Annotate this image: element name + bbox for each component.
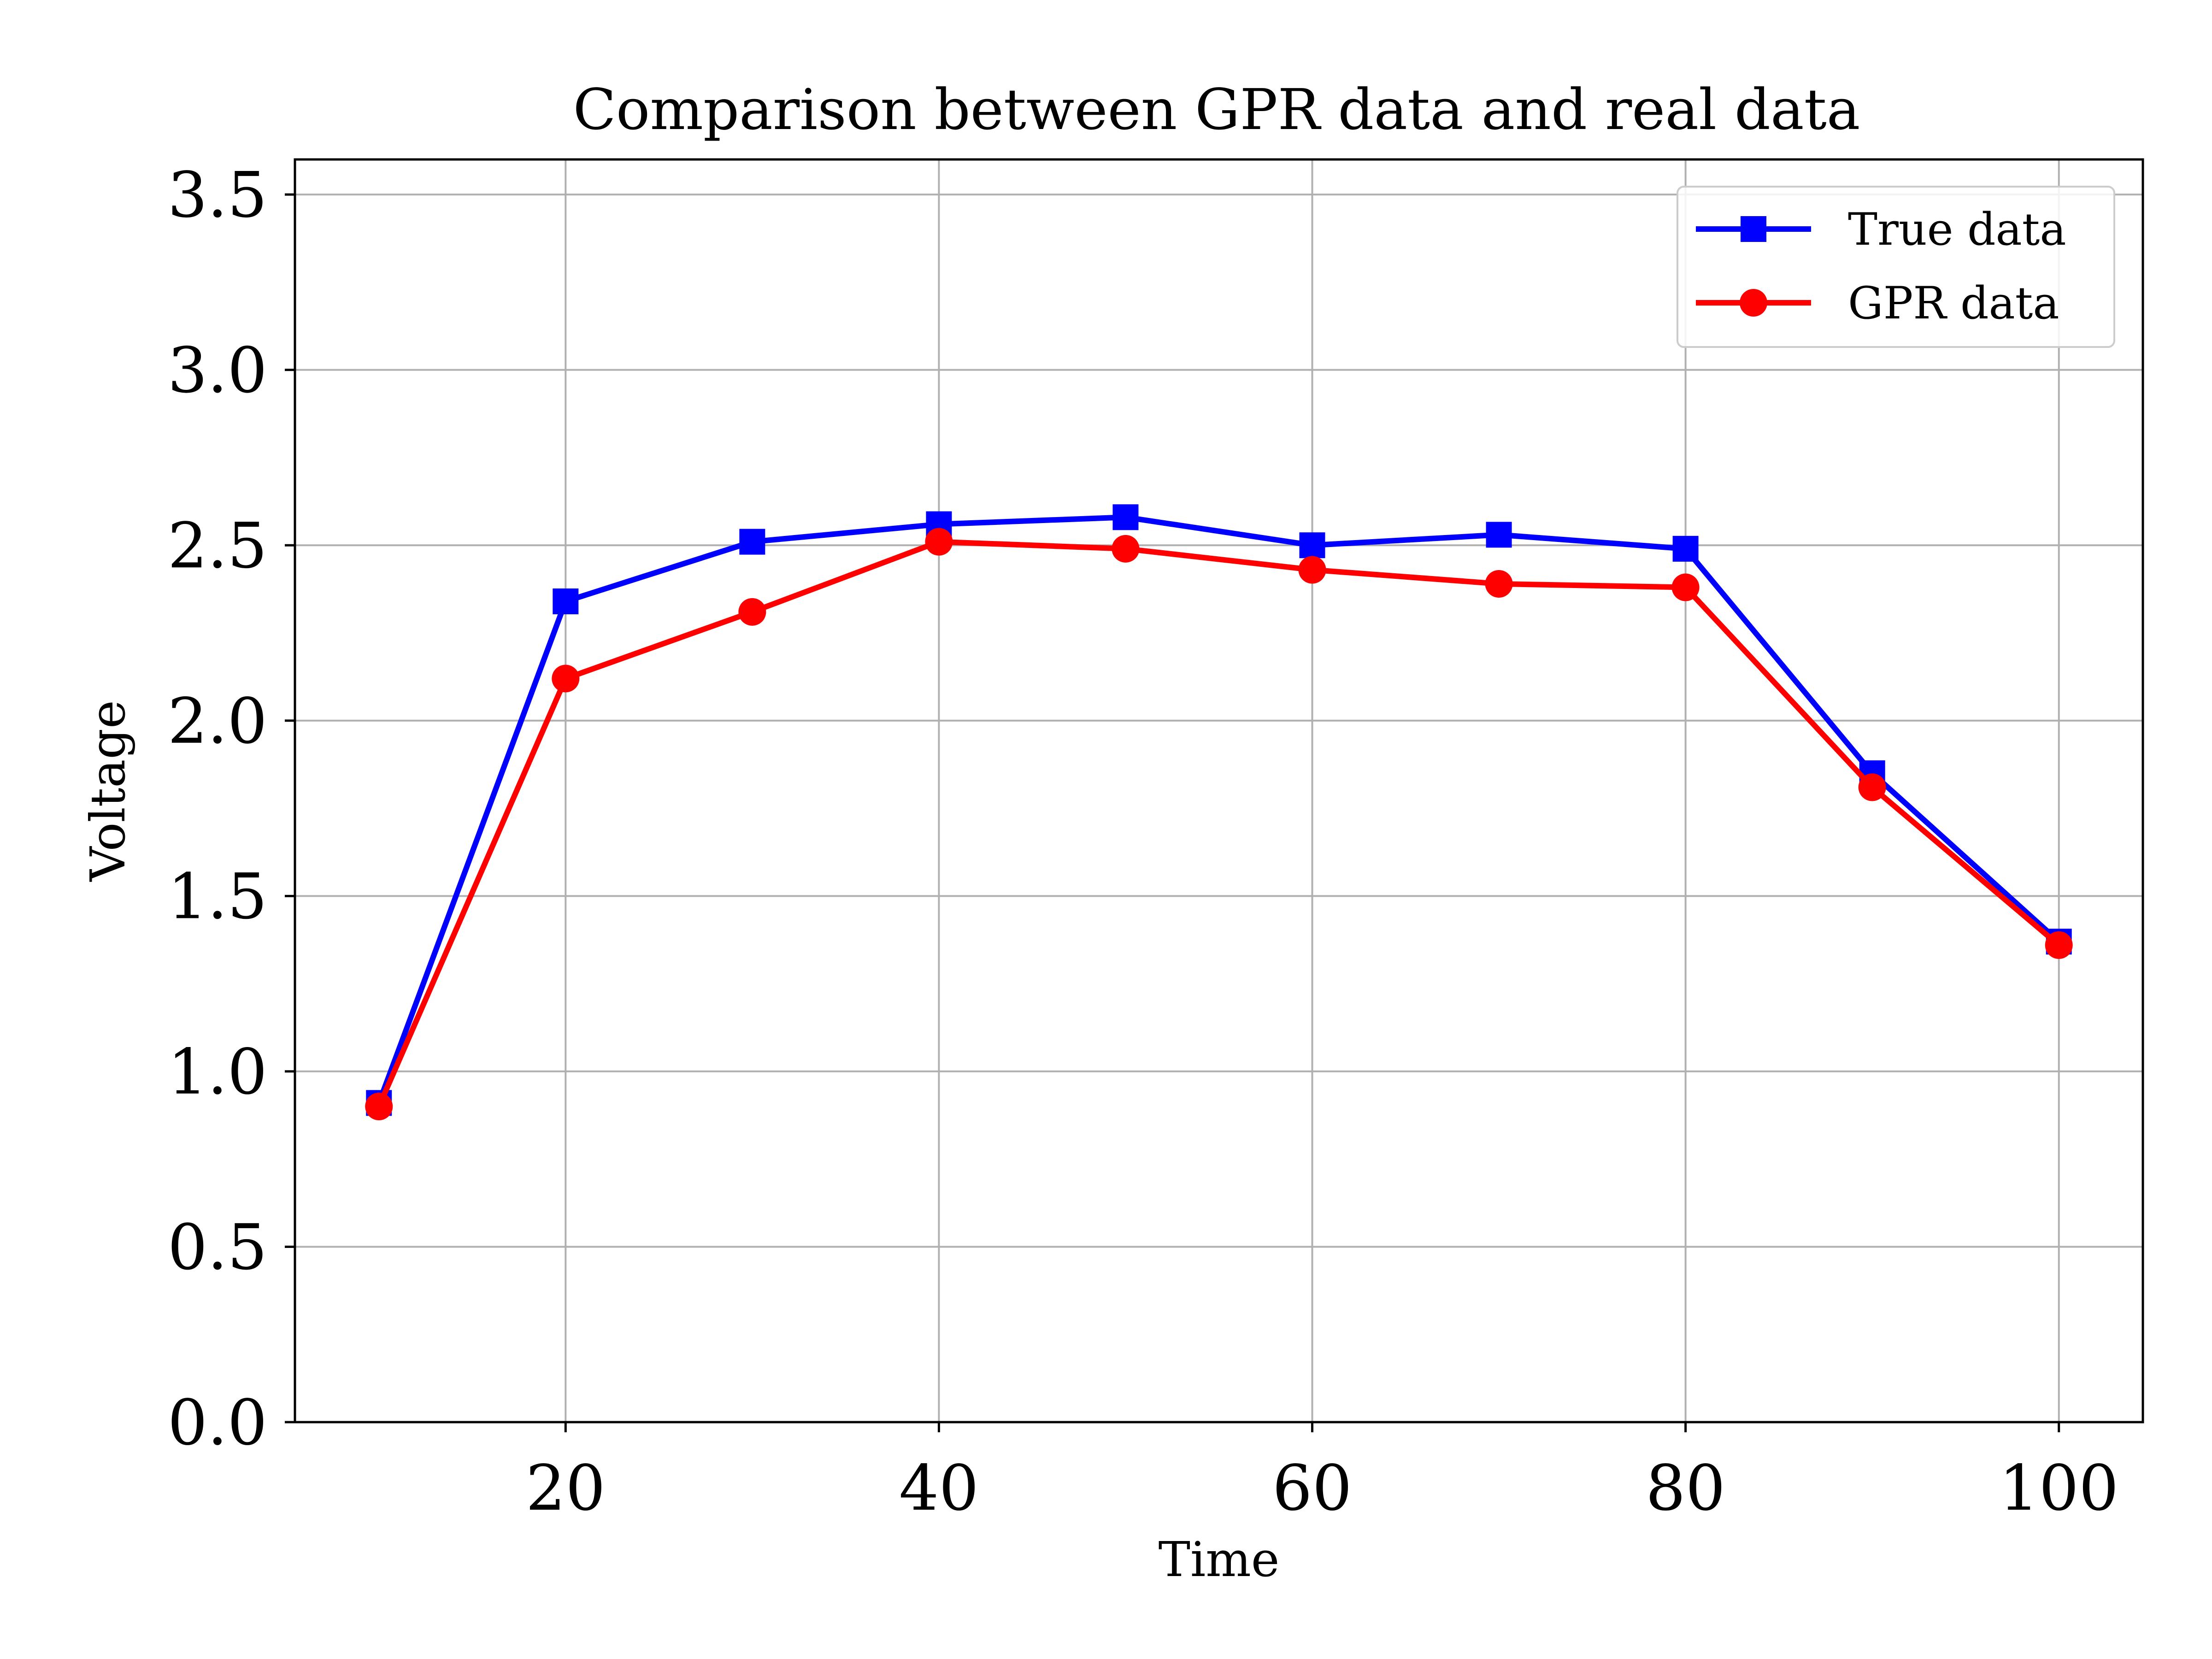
plot-frame bbox=[294, 158, 2144, 1424]
legend-label: True data bbox=[1848, 204, 2066, 255]
y-axis-label: Voltage bbox=[80, 700, 136, 882]
grid-layer bbox=[295, 159, 2143, 1423]
data-point bbox=[1858, 773, 1886, 801]
x-tick-label: 60 bbox=[1272, 1452, 1352, 1525]
legend-marker bbox=[1741, 216, 1766, 242]
legend-item: GPR data bbox=[1696, 277, 2059, 329]
legend: True data GPR data bbox=[1677, 186, 2115, 348]
data-point bbox=[739, 529, 765, 555]
data-point bbox=[1112, 535, 1140, 563]
y-tick-label: 1.5 bbox=[168, 860, 267, 933]
series-layer bbox=[365, 504, 2073, 1120]
x-tick-label: 100 bbox=[1999, 1452, 2119, 1525]
data-point bbox=[738, 598, 766, 626]
data-point bbox=[1298, 556, 1326, 584]
tick-layer: 20 40 60 80 100 0.0 0.5 1.0 1.5 2.0 2.5 3.0 3.5 bbox=[168, 159, 2119, 1525]
data-point bbox=[553, 588, 579, 614]
legend-marker bbox=[1740, 289, 1767, 317]
data-point bbox=[1112, 504, 1139, 530]
y-tick-label: 0.5 bbox=[168, 1211, 267, 1284]
series-line bbox=[376, 539, 2061, 1108]
y-tick-label: 0.0 bbox=[168, 1387, 267, 1459]
data-point bbox=[552, 665, 580, 693]
series-line bbox=[376, 514, 2061, 1104]
data-point bbox=[2045, 931, 2073, 959]
data-point bbox=[1672, 535, 1699, 562]
data-point bbox=[1485, 570, 1513, 598]
y-tick-label: 1.0 bbox=[168, 1036, 267, 1109]
data-point bbox=[365, 1093, 393, 1120]
y-tick-label: 3.5 bbox=[168, 159, 267, 232]
series-1 bbox=[365, 528, 2073, 1120]
data-point bbox=[1671, 573, 1700, 601]
chart-title: Comparison between GPR data and real dat… bbox=[573, 77, 1860, 142]
data-point bbox=[1486, 522, 1512, 548]
legend-item: True data bbox=[1696, 204, 2066, 255]
data-point bbox=[1299, 532, 1325, 559]
data-point bbox=[925, 528, 953, 556]
x-tick-label: 20 bbox=[526, 1452, 606, 1525]
legend-items: True data GPR data bbox=[1696, 204, 2066, 329]
x-axis-label: Time bbox=[1159, 1531, 1280, 1588]
y-tick-label: 2.5 bbox=[168, 510, 267, 582]
y-tick-label: 2.0 bbox=[168, 685, 267, 758]
y-tick-label: 3.0 bbox=[168, 335, 267, 407]
x-tick-label: 40 bbox=[899, 1452, 979, 1525]
legend-label: GPR data bbox=[1848, 277, 2059, 329]
x-tick-label: 80 bbox=[1646, 1452, 1725, 1525]
